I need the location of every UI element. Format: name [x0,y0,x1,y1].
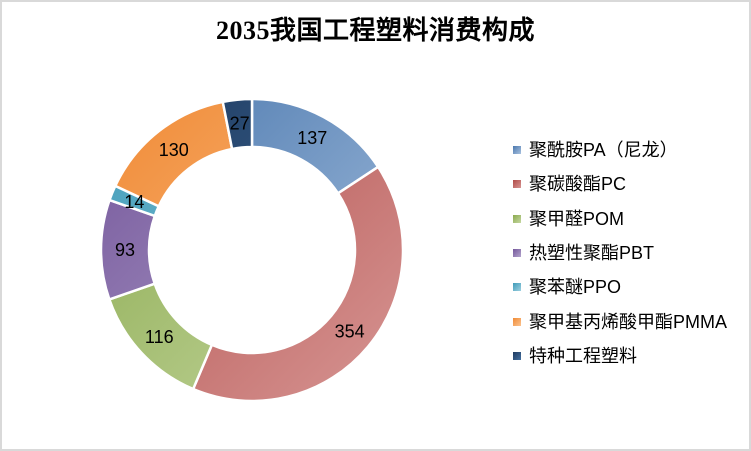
legend-label: 特种工程塑料 [529,345,637,366]
slice-label-2: 116 [145,327,174,347]
legend-item-2[interactable]: 聚甲醛POM [513,202,727,236]
legend-label: 聚苯醚PPO [529,277,622,298]
legend-marker-icon [513,180,521,189]
legend: 聚酰胺PA（尼龙） 聚碳酸酯PC 聚甲醛POM 热塑性聚酯PBT 聚苯醚PPO 聚甲基丙烯… [513,133,727,373]
legend-marker-icon [513,351,521,360]
slice-label-3: 93 [115,240,135,260]
slice-label-5: 130 [159,140,189,160]
donut-chart: 137 354 116 93 14 130 27 [99,97,405,403]
slice-label-0: 137 [297,128,327,148]
legend-item-6[interactable]: 特种工程塑料 [513,339,727,373]
legend-item-1[interactable]: 聚碳酸酯PC [513,167,727,201]
legend-label: 热塑性聚酯PBT [529,243,655,264]
legend-marker-icon [513,283,521,292]
legend-label: 聚甲醛POM [529,208,625,229]
legend-item-0[interactable]: 聚酰胺PA（尼龙） [513,133,727,167]
donut-slice-6[interactable] [221,97,254,151]
legend-label: 聚酰胺PA（尼龙） [529,140,678,161]
slice-label-1: 354 [335,321,365,341]
legend-marker-icon [513,249,521,258]
legend-marker-icon [513,317,521,326]
legend-item-4[interactable]: 聚苯醚PPO [513,270,727,304]
legend-label: 聚甲基丙烯酸甲酯PMMA [529,311,727,332]
slice-label-4: 14 [124,192,144,212]
slice-label-6: 27 [230,114,250,134]
legend-marker-icon [513,214,521,223]
donut-slice-1[interactable] [191,165,405,403]
chart-title: 2035我国工程塑料消费构成 [215,16,535,45]
legend-item-5[interactable]: 聚甲基丙烯酸甲酯PMMA [513,304,727,338]
legend-item-3[interactable]: 热塑性聚酯PBT [513,236,727,270]
legend-marker-icon [513,146,521,155]
legend-label: 聚碳酸酯PC [529,174,627,195]
